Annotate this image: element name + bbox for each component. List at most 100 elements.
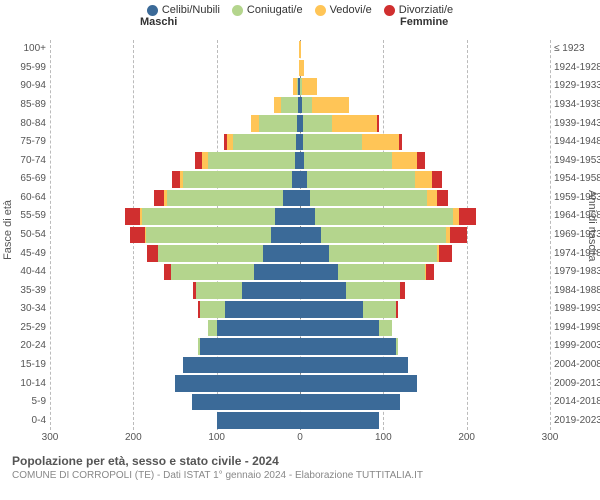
x-tick-label: 100: [208, 432, 225, 443]
y-axis-title-right: Anni di nascita: [586, 190, 598, 262]
bar-segment: [300, 394, 400, 411]
bar-female: [300, 115, 379, 132]
x-tick-label: 200: [458, 432, 475, 443]
bar-segment: [400, 282, 405, 299]
birth-year-label: 1999-2003: [554, 341, 600, 351]
bar-segment: [254, 264, 300, 281]
legend-item: Vedovi/e: [315, 4, 372, 16]
birth-year-label: 1944-1948: [554, 137, 600, 147]
birth-year-label: ≤ 1923: [554, 44, 600, 54]
bar-segment: [147, 245, 159, 262]
age-label: 100+: [2, 44, 46, 54]
bar-male: [192, 394, 300, 411]
bar-segment: [300, 357, 408, 374]
pyramid-row: 55-591964-1968: [50, 207, 550, 226]
bar-male: [175, 375, 300, 392]
birth-year-label: 2004-2008: [554, 360, 600, 370]
bar-female: [300, 208, 476, 225]
bar-male: [198, 338, 300, 355]
pyramid-row: 10-142009-2013: [50, 374, 550, 393]
birth-year-label: 1949-1953: [554, 156, 600, 166]
age-label: 75-79: [2, 137, 46, 147]
pyramid-row: 30-341989-1993: [50, 300, 550, 319]
bar-male: [198, 301, 300, 318]
bar-segment: [192, 394, 300, 411]
header-male: Maschi: [140, 16, 177, 28]
age-label: 35-39: [2, 286, 46, 296]
bar-segment: [217, 320, 300, 337]
bar-segment: [363, 301, 396, 318]
bar-segment: [426, 264, 434, 281]
bar-segment: [275, 208, 300, 225]
bar-segment: [200, 301, 225, 318]
bar-segment: [332, 115, 378, 132]
age-label: 65-69: [2, 174, 46, 184]
bar-female: [300, 375, 417, 392]
legend-label: Celibi/Nubili: [162, 4, 220, 16]
bar-male: [293, 78, 300, 95]
bar-segment: [142, 208, 275, 225]
bar-female: [300, 282, 405, 299]
grid-line: [550, 40, 551, 430]
bar-segment: [227, 134, 234, 151]
x-tick-label: 200: [125, 432, 142, 443]
bar-segment: [415, 171, 432, 188]
bar-segment: [251, 115, 259, 132]
bar-male: [208, 320, 300, 337]
pyramid-row: 100+≤ 1923: [50, 40, 550, 59]
age-label: 25-29: [2, 323, 46, 333]
bar-segment: [154, 190, 164, 207]
bar-segment: [307, 171, 415, 188]
bar-segment: [338, 264, 426, 281]
bar-segment: [200, 338, 300, 355]
bar-segment: [274, 97, 281, 114]
bar-segment: [130, 227, 145, 244]
bar-segment: [164, 264, 171, 281]
pyramid-row: 40-441979-1983: [50, 263, 550, 282]
bar-male: [172, 171, 300, 188]
column-headers: Maschi Femmine: [0, 16, 600, 34]
bar-segment: [259, 115, 297, 132]
bar-segment: [300, 208, 315, 225]
bar-male: [251, 115, 300, 132]
bar-segment: [453, 208, 460, 225]
bar-segment: [195, 152, 202, 169]
bar-male: [130, 227, 300, 244]
bar-male: [195, 152, 300, 169]
bar-female: [300, 190, 448, 207]
pyramid-row: 20-241999-2003: [50, 337, 550, 356]
age-label: 70-74: [2, 156, 46, 166]
legend-item: Celibi/Nubili: [147, 4, 220, 16]
age-label: 40-44: [2, 267, 46, 277]
bar-female: [300, 41, 301, 58]
bar-segment: [283, 190, 300, 207]
bar-female: [300, 320, 392, 337]
bar-segment: [175, 375, 300, 392]
y-axis-title-left: Fasce di età: [2, 200, 14, 260]
bar-female: [300, 97, 349, 114]
bar-segment: [281, 97, 298, 114]
bar-segment: [171, 264, 254, 281]
bar-segment: [233, 134, 296, 151]
bar-female: [300, 134, 402, 151]
birth-year-label: 2014-2018: [554, 397, 600, 407]
age-label: 5-9: [2, 397, 46, 407]
bar-female: [300, 357, 408, 374]
pyramid-row: 45-491974-1978: [50, 244, 550, 263]
bar-female: [300, 301, 398, 318]
bar-female: [300, 171, 442, 188]
bar-segment: [396, 301, 399, 318]
bar-segment: [172, 171, 180, 188]
bar-segment: [242, 282, 300, 299]
age-label: 10-14: [2, 379, 46, 389]
birth-year-label: 1979-1983: [554, 267, 600, 277]
x-axis: 3002001000100200300: [50, 432, 550, 448]
bar-male: [224, 134, 300, 151]
pyramid-row: 60-641959-1963: [50, 189, 550, 208]
footer-subtitle: COMUNE DI CORROPOLI (TE) - Dati ISTAT 1°…: [12, 470, 588, 481]
pyramid-row: 0-42019-2023: [50, 411, 550, 430]
bar-segment: [292, 171, 300, 188]
bar-segment: [300, 171, 307, 188]
bar-segment: [300, 264, 338, 281]
bar-segment: [300, 301, 363, 318]
